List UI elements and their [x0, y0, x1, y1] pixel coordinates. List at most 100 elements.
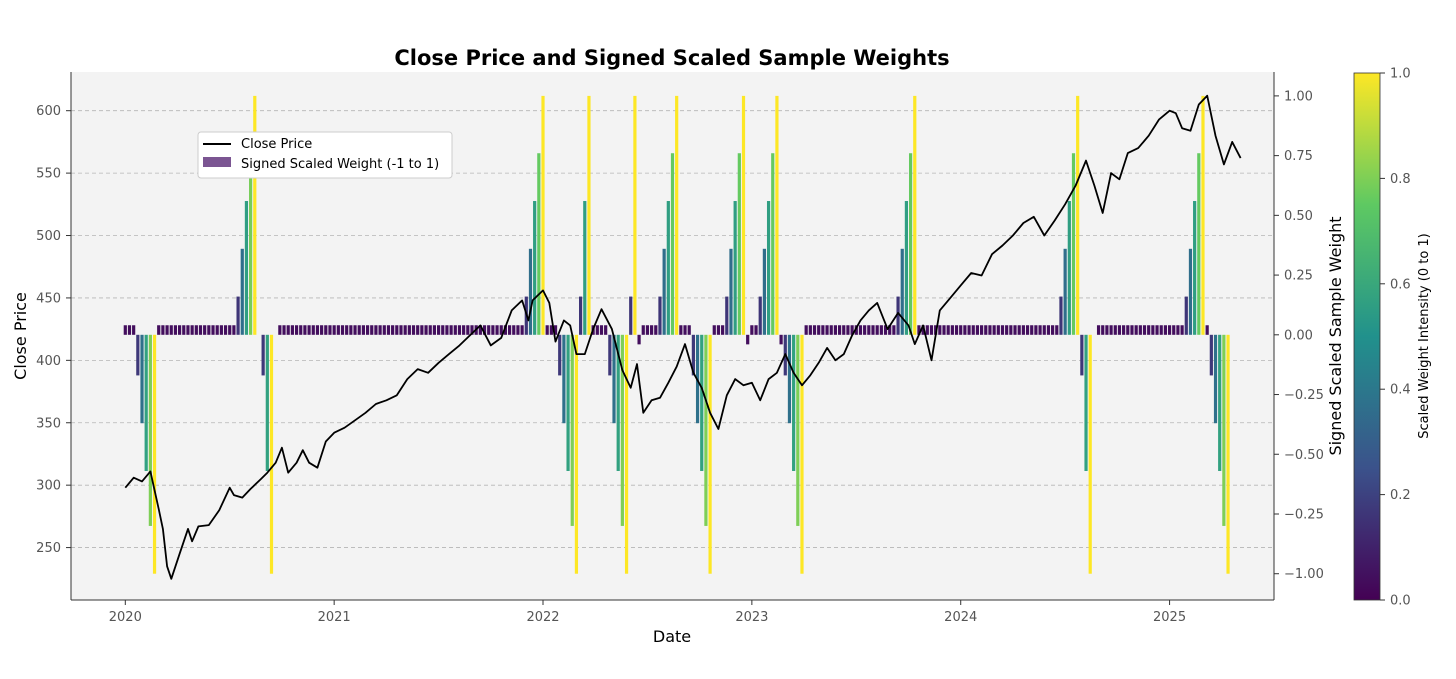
weight-bar [641, 325, 645, 335]
y-tick-label: 600 [36, 104, 61, 119]
weight-bar [562, 334, 566, 424]
weight-bar [608, 334, 612, 376]
weight-bar [1109, 325, 1113, 335]
weight-bar [541, 95, 545, 335]
weight-bar [294, 325, 299, 335]
weight-bar [361, 325, 365, 335]
weight-bar [349, 325, 353, 335]
weight-bar [1055, 325, 1059, 335]
weight-bar [925, 325, 929, 335]
colorbar-tick-label: 0.2 [1390, 488, 1411, 503]
weight-bar [512, 325, 516, 335]
weight-bar [675, 95, 679, 335]
y2-tick-label: 0.75 [1284, 149, 1313, 164]
y2-tick-label: 0.00 [1284, 328, 1313, 343]
weight-bar [466, 325, 470, 335]
weight-bar [1076, 95, 1080, 335]
weight-bar [779, 334, 783, 345]
weight-bar [340, 325, 345, 335]
y2-tick-label: −1.00 [1284, 567, 1324, 582]
weight-bar [984, 325, 988, 335]
weight-bar [821, 325, 825, 335]
weight-bar [462, 325, 466, 335]
weight-bar [198, 325, 203, 335]
weight-bar [311, 325, 315, 335]
legend-item-close-price: Close Price [241, 137, 312, 152]
weight-bar [499, 325, 503, 335]
weight-bar [265, 334, 269, 471]
weight-bar [1159, 325, 1163, 335]
weight-bar [963, 325, 967, 335]
weight-bar [169, 325, 173, 335]
weight-bar [1134, 325, 1138, 335]
weight-bar [850, 325, 854, 335]
y2-axis-label: Signed Scaled Sample Weight [1326, 216, 1345, 455]
weight-bar [1025, 325, 1030, 335]
weight-bar [261, 334, 265, 376]
weight-bar [157, 325, 161, 335]
weight-bar [967, 325, 971, 335]
weight-bar [574, 334, 579, 574]
weight-bar [808, 325, 812, 335]
x-tick-label: 2025 [1153, 610, 1186, 625]
weight-bar [700, 334, 704, 471]
weight-bar [182, 325, 186, 335]
x-tick-label: 2023 [735, 610, 768, 625]
legend-box [197, 131, 453, 179]
weight-bar [1122, 325, 1126, 335]
weight-bar [290, 325, 294, 335]
weight-bar [637, 334, 641, 345]
weight-bar [152, 334, 157, 574]
weight-bar [883, 325, 888, 335]
weight-bar [253, 95, 257, 335]
weight-bar [416, 325, 420, 335]
weight-bar [516, 325, 520, 335]
weight-bar [946, 325, 950, 335]
chart-title: Close Price and Signed Scaled Sample Wei… [394, 46, 949, 70]
weight-bar [432, 325, 437, 335]
weight-bar [762, 248, 766, 335]
y2-tick-label: 0.25 [1284, 269, 1313, 284]
weight-bar [992, 325, 996, 335]
weight-bar [194, 325, 198, 335]
weight-bar [975, 325, 980, 335]
weight-bar [629, 296, 633, 335]
colorbar-tick-label: 0.6 [1390, 277, 1411, 292]
weight-bar [583, 201, 587, 335]
weight-bar [1096, 325, 1101, 335]
weight-bar [712, 325, 716, 335]
weight-bar [1213, 334, 1218, 424]
weight-bar [503, 325, 508, 335]
weight-bar [787, 334, 792, 424]
weight-bar [921, 325, 925, 335]
weight-bar [1117, 325, 1122, 335]
weight-bar [900, 248, 904, 335]
y-tick-label: 450 [36, 291, 61, 306]
weight-bar [520, 325, 524, 335]
weight-bar [566, 334, 570, 471]
weight-bar [858, 325, 863, 335]
weight-bar [913, 95, 917, 335]
weight-bar [980, 325, 984, 335]
weight-bar [487, 325, 491, 335]
weight-bar [796, 334, 800, 526]
weight-bar [670, 153, 675, 335]
weight-bar [1126, 325, 1130, 335]
weight-bar [1197, 153, 1201, 335]
weight-bar [286, 325, 290, 335]
weight-bar [386, 325, 391, 335]
weight-bar [579, 296, 583, 335]
colorbar-ticks: 0.0 0.2 0.4 0.6 0.8 1.0 [1380, 67, 1411, 609]
weight-bar [328, 325, 332, 335]
weight-bar [1138, 325, 1142, 335]
weight-bar [391, 325, 395, 335]
weight-bar [1042, 325, 1046, 335]
weight-bar [1226, 334, 1230, 574]
weight-bar [971, 325, 975, 335]
weight-bar [1205, 325, 1209, 335]
weight-bar [148, 334, 152, 526]
x-axis-ticks: 2020 2021 2022 2023 2024 2025 [109, 600, 1186, 625]
weight-bar [1222, 334, 1226, 526]
weight-bar [721, 325, 725, 335]
